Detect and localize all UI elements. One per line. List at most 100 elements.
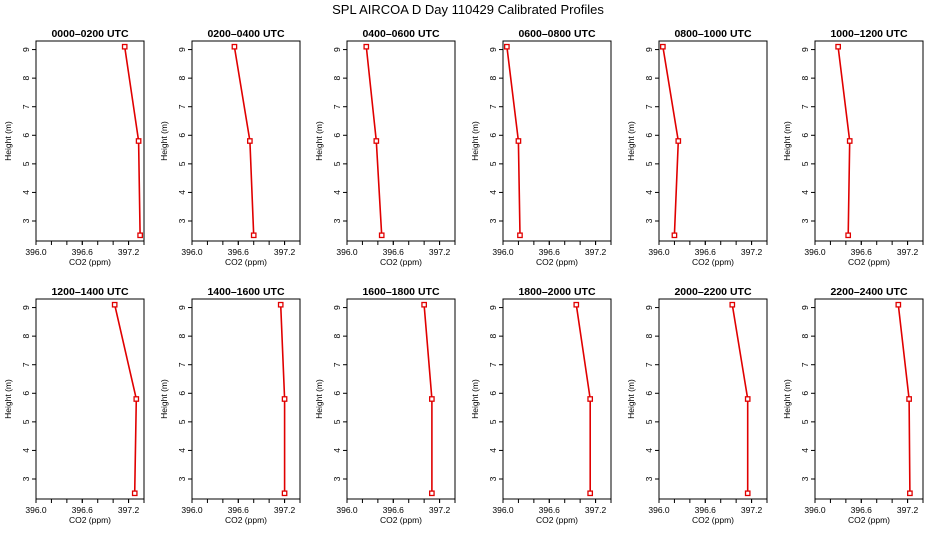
data-point — [845, 232, 852, 239]
data-point — [250, 232, 257, 239]
profile-panel: 0400–0600 UTC 396.0 396.6 397.2 CO2 (ppm) 3 4 5… — [314, 28, 456, 267]
y-tick-label: 7 — [332, 104, 342, 109]
x-tick-label: 397.2 — [429, 505, 451, 515]
profile-panel: 1000–1200 UTC 396.0 396.6 397.2 CO2 (ppm) 3 4 5… — [782, 28, 924, 267]
x-tick-label: 396.6 — [851, 247, 873, 257]
profile-line — [113, 304, 138, 494]
y-axis-ticks: 3 4 5 6 7 8 9 — [332, 47, 347, 223]
y-tick-label: 5 — [332, 161, 342, 166]
y-tick-label: 5 — [21, 419, 31, 424]
y-axis-label: Height (m) — [626, 379, 636, 419]
x-tick-label: 396.0 — [181, 505, 203, 515]
x-axis-ticks: 396.0 396.6 397.2 — [648, 241, 768, 257]
x-axis-ticks: 396.0 396.6 397.2 — [336, 241, 456, 257]
y-axis-ticks: 3 4 5 6 7 8 9 — [332, 305, 347, 481]
x-tick-label: 397.2 — [429, 247, 451, 257]
y-tick-label: 9 — [21, 305, 31, 310]
y-tick-label: 7 — [488, 362, 498, 367]
x-axis-ticks: 396.0 396.6 397.2 — [804, 499, 924, 515]
panel-title: 1000–1200 UTC — [830, 28, 907, 40]
y-tick-label: 8 — [21, 334, 31, 339]
y-tick-label: 7 — [21, 104, 31, 109]
y-tick-label: 6 — [332, 391, 342, 396]
y-tick-label: 6 — [21, 391, 31, 396]
data-point — [281, 396, 288, 402]
y-tick-label: 6 — [800, 133, 810, 138]
x-axis-label: CO2 (ppm) — [69, 515, 111, 525]
y-tick-label: 8 — [21, 76, 31, 81]
data-point — [675, 138, 682, 144]
data-point — [515, 138, 522, 144]
x-tick-label: 397.2 — [585, 247, 607, 257]
profile-panel: 1200–1400 UTC 396.0 396.6 397.2 CO2 (ppm) 3 4 5… — [3, 286, 145, 525]
figure-title: SPL AIRCOA D Day 110429 Calibrated Profi… — [332, 2, 604, 17]
y-tick-label: 8 — [800, 76, 810, 81]
data-point — [247, 138, 253, 144]
x-tick-label: 396.0 — [648, 247, 670, 257]
x-tick-label: 396.0 — [648, 505, 670, 515]
y-tick-label: 4 — [332, 448, 342, 453]
y-tick-label: 7 — [800, 362, 810, 367]
data-point — [131, 490, 138, 497]
y-axis-label: Height (m) — [782, 121, 792, 161]
y-tick-label: 8 — [488, 334, 498, 339]
y-tick-label: 3 — [21, 476, 31, 481]
data-point — [744, 396, 751, 402]
y-axis-ticks: 3 4 5 6 7 8 9 — [488, 47, 503, 223]
plot-frame — [502, 40, 612, 242]
y-tick-label: 8 — [800, 334, 810, 339]
data-point — [729, 301, 736, 308]
panel-title: 1600–1800 UTC — [362, 286, 439, 298]
y-axis-label: Height (m) — [159, 379, 169, 419]
plot-frame — [35, 40, 145, 242]
y-tick-label: 4 — [177, 448, 187, 453]
y-tick-label: 7 — [21, 362, 31, 367]
x-tick-label: 396.6 — [383, 505, 405, 515]
y-tick-label: 4 — [800, 448, 810, 453]
profile-panel: 1600–1800 UTC 396.0 396.6 397.2 CO2 (ppm) 3 4 5… — [314, 286, 456, 525]
y-tick-label: 9 — [800, 305, 810, 310]
x-tick-label: 396.6 — [228, 505, 250, 515]
y-tick-label: 8 — [177, 334, 187, 339]
x-axis-ticks: 396.0 396.6 397.2 — [492, 499, 612, 515]
y-axis-label: Height (m) — [470, 379, 480, 419]
data-point — [835, 43, 841, 50]
data-point — [587, 396, 594, 402]
y-axis-ticks: 3 4 5 6 7 8 9 — [177, 47, 192, 223]
data-point — [135, 138, 142, 144]
y-tick-label: 5 — [332, 419, 342, 424]
data-point — [906, 396, 912, 402]
y-tick-label: 3 — [177, 476, 187, 481]
y-tick-label: 5 — [177, 419, 187, 424]
x-axis-ticks: 396.0 396.6 397.2 — [181, 241, 301, 257]
x-axis-label: CO2 (ppm) — [536, 515, 578, 525]
data-point — [660, 43, 666, 50]
x-axis-label: CO2 (ppm) — [225, 515, 267, 525]
x-axis-label: CO2 (ppm) — [692, 257, 734, 267]
x-axis-label: CO2 (ppm) — [380, 515, 422, 525]
y-tick-label: 8 — [644, 334, 654, 339]
y-tick-label: 9 — [800, 47, 810, 52]
x-tick-label: 397.2 — [741, 505, 763, 515]
x-axis-ticks: 396.0 396.6 397.2 — [25, 241, 145, 257]
y-axis-label: Height (m) — [314, 379, 324, 419]
x-tick-label: 396.6 — [851, 505, 873, 515]
x-tick-label: 396.6 — [383, 247, 405, 257]
x-axis-label: CO2 (ppm) — [380, 257, 422, 267]
x-tick-label: 397.2 — [585, 505, 607, 515]
y-tick-label: 7 — [332, 362, 342, 367]
y-tick-label: 4 — [488, 448, 498, 453]
y-axis-label: Height (m) — [626, 121, 636, 161]
panel-title: 1200–1400 UTC — [51, 286, 128, 298]
y-tick-label: 9 — [488, 305, 498, 310]
data-point — [111, 301, 118, 308]
y-tick-label: 9 — [332, 305, 342, 310]
panel-title: 2200–2400 UTC — [830, 286, 907, 298]
data-point — [744, 490, 751, 497]
x-axis-ticks: 396.0 396.6 397.2 — [336, 499, 456, 515]
profile-panel: 1800–2000 UTC 396.0 396.6 397.2 CO2 (ppm) 3 4 5… — [470, 286, 612, 525]
y-tick-label: 7 — [644, 104, 654, 109]
y-tick-label: 3 — [332, 476, 342, 481]
y-tick-label: 6 — [800, 391, 810, 396]
y-tick-label: 8 — [332, 76, 342, 81]
